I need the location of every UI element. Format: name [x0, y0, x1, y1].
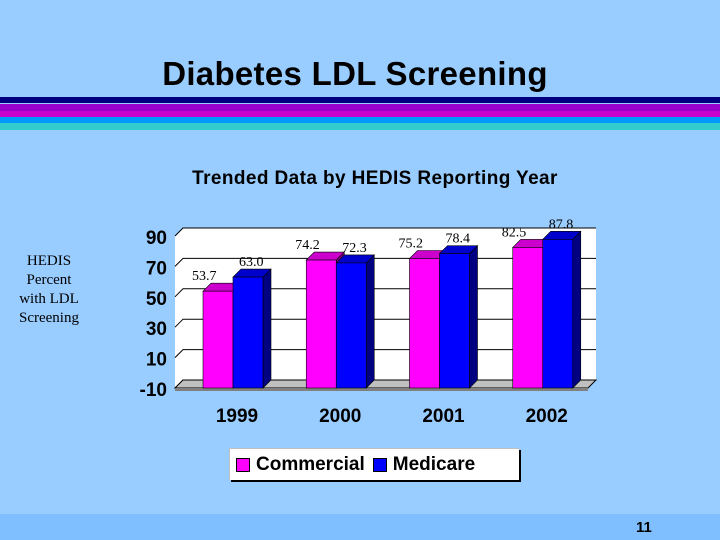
data-label: 53.7 — [192, 269, 217, 284]
bar-medicare — [542, 239, 574, 389]
y-axis-label-line: with LDL — [19, 291, 79, 307]
y-tick-label: -10 — [140, 380, 167, 401]
y-axis-label-line: Percent — [26, 272, 72, 288]
decorative-stripe — [0, 97, 720, 103]
bar-medicare — [232, 276, 264, 389]
legend-item-medicare: Medicare — [372, 453, 476, 476]
bar-medicare-side — [365, 254, 375, 389]
y-tick-label: 50 — [146, 289, 167, 310]
slide-title: Diabetes LDL Screening — [162, 55, 548, 92]
y-tick-label: 70 — [146, 258, 167, 279]
bottom-band — [0, 514, 720, 540]
bar-medicare — [335, 262, 367, 389]
decorative-stripe — [0, 111, 720, 117]
x-tick-label: 2002 — [526, 406, 568, 427]
y-axis-label: HEDIS Percent with LDL Screening — [4, 252, 94, 328]
legend-label-commercial: Commercial — [256, 453, 365, 475]
chart-title: Trended Data by HEDIS Reporting Year — [192, 168, 558, 189]
y-axis-label-line: HEDIS — [26, 253, 72, 269]
bar-medicare-side — [469, 244, 478, 389]
x-tick-label: 1999 — [216, 406, 258, 427]
data-label: 82.5 — [502, 225, 527, 240]
y-tick-label: 90 — [146, 228, 167, 249]
legend-swatch-medicare — [372, 457, 387, 472]
data-label: 63.0 — [239, 255, 264, 270]
chart-floor-edge — [175, 388, 588, 391]
data-label: 75.2 — [399, 236, 424, 251]
y-axis-label-line: Screening — [19, 310, 79, 326]
bar-commercial — [409, 258, 440, 389]
legend-item-commercial: Commercial — [236, 454, 365, 476]
bar-commercial — [512, 247, 544, 389]
y-tick-label: 10 — [146, 350, 167, 371]
chart-legend: Commercial Medicare — [229, 448, 519, 480]
decorative-stripe — [0, 117, 720, 123]
data-label: 87.8 — [549, 217, 574, 232]
data-label: 78.4 — [446, 232, 471, 247]
plot-area — [175, 228, 596, 388]
bar-medicare-side — [572, 230, 582, 389]
data-label: 74.2 — [295, 238, 320, 253]
bar-commercial — [202, 290, 234, 389]
x-tick-label: 2001 — [422, 406, 465, 427]
bar-medicare — [439, 253, 470, 389]
page-number: 11 — [636, 519, 652, 536]
decorative-stripe — [0, 123, 720, 130]
legend-swatch-commercial — [236, 457, 250, 472]
data-label: 72.3 — [342, 241, 367, 256]
legend-label-medicare: Medicare — [392, 453, 476, 475]
gridline — [174, 227, 596, 237]
decorative-stripe — [0, 104, 720, 111]
x-tick-label: 2000 — [319, 406, 361, 427]
y-tick-label: 30 — [146, 319, 167, 340]
bar-medicare-side — [262, 268, 272, 389]
bar-commercial — [305, 259, 337, 389]
